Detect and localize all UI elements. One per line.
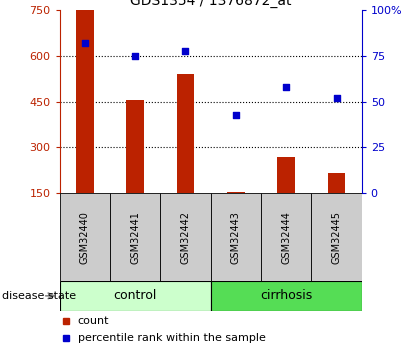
Bar [126,100,144,193]
Bar [160,193,210,281]
Text: percentile rank within the sample: percentile rank within the sample [78,333,266,343]
Bar [210,193,261,281]
Text: GSM32442: GSM32442 [180,211,190,264]
Text: count: count [78,316,109,326]
Point [283,85,289,90]
Text: GSM32441: GSM32441 [130,211,140,264]
Bar [60,281,211,310]
Bar [60,193,110,281]
Bar [277,157,295,193]
Text: disease state: disease state [2,291,76,301]
Point [81,40,88,46]
Text: GSM32443: GSM32443 [231,211,241,264]
Text: GSM32444: GSM32444 [281,211,291,264]
Text: cirrhosis: cirrhosis [260,289,312,302]
Bar [261,193,312,281]
Bar [76,10,94,193]
Bar [227,192,245,193]
Text: control: control [113,289,157,302]
Bar [312,193,362,281]
Bar [328,174,345,193]
Point [182,48,189,53]
Text: GSM32445: GSM32445 [332,211,342,264]
Bar [210,281,362,310]
Bar [110,193,160,281]
Point [233,112,239,117]
Bar [177,74,194,193]
Point [333,95,340,101]
Title: GDS1354 / 1376872_at: GDS1354 / 1376872_at [130,0,291,8]
Text: GSM32440: GSM32440 [80,211,90,264]
Point [132,53,139,59]
